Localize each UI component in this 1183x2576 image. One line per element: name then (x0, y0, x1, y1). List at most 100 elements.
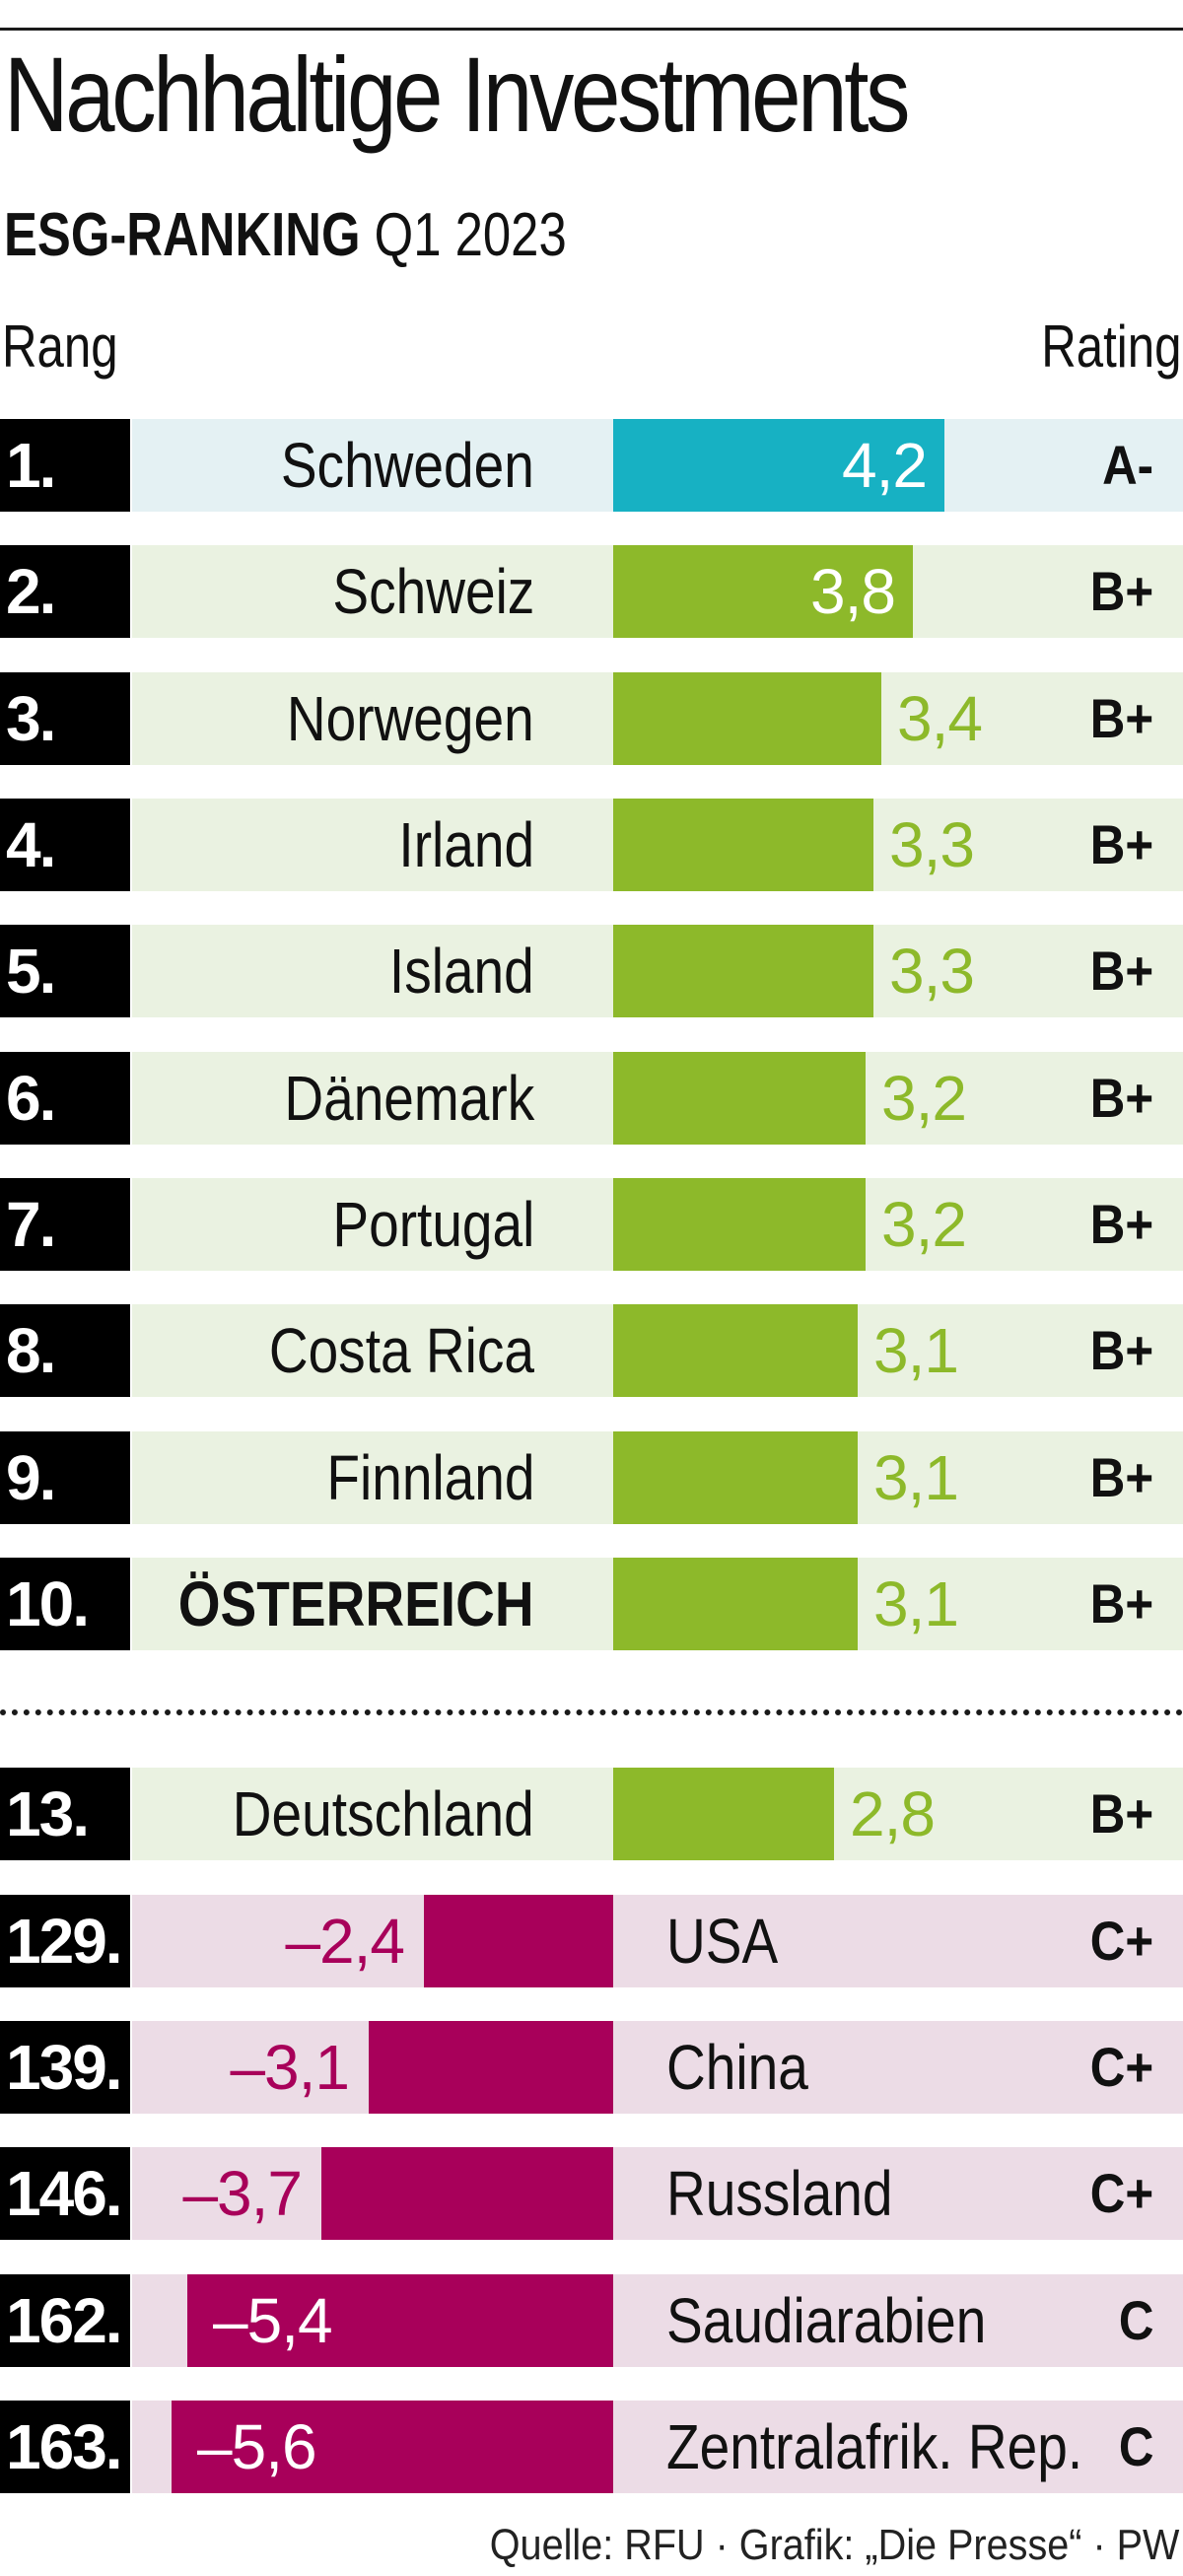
value-label: 3,2 (881, 1189, 967, 1260)
subtitle-period: Q1 2023 (374, 201, 567, 269)
country-label: Schweiz (332, 556, 534, 627)
rating-label: B+ (1089, 940, 1153, 1002)
value-label: –3,7 (182, 2158, 303, 2229)
value-label: 3,1 (873, 1568, 959, 1639)
row-background (132, 2147, 1183, 2240)
rating-label: B+ (1089, 687, 1153, 749)
bar (613, 799, 873, 891)
rank-label: 6. (0, 1052, 130, 1145)
source-note: Quelle: RFU · Grafik: „Die Presse“ · PW (489, 2521, 1179, 2569)
country-label: Portugal (331, 1189, 534, 1260)
rating-label: C+ (1089, 2036, 1153, 2098)
value-label: 2,8 (850, 1778, 936, 1849)
row-background (132, 1895, 1183, 1987)
rank-label: 9. (0, 1431, 130, 1524)
rating-label: C (1118, 2289, 1153, 2351)
bar (321, 2147, 613, 2240)
value-label: –5,4 (213, 2285, 333, 2356)
bar (613, 672, 881, 765)
bar (613, 1052, 866, 1145)
value-label: –5,6 (197, 2411, 317, 2482)
country-label: USA (666, 1906, 779, 1977)
rank-label: 7. (0, 1178, 130, 1271)
value-label: 3,4 (897, 683, 983, 754)
bar (187, 2274, 613, 2367)
subtitle-esg-ranking: ESG-RANKING (4, 201, 361, 269)
table-row: 10. ÖSTERREICH 3,1 B+ (0, 1558, 1183, 1650)
country-label: Russland (666, 2158, 893, 2229)
value-label: 3,3 (889, 809, 975, 880)
bar (613, 545, 913, 638)
table-row: 3. Norwegen 3,4 B+ (0, 672, 1183, 765)
table-row: 139. China –3,1 C+ (0, 2021, 1183, 2114)
chart-subtitle: ESG-RANKING Q1 2023 (4, 205, 567, 266)
rank-label: 2. (0, 545, 130, 638)
rating-label: B+ (1089, 1193, 1153, 1255)
table-row: 9. Finnland 3,1 B+ (0, 1431, 1183, 1524)
rating-label: A- (1101, 434, 1153, 496)
column-header-rating: Rating (1040, 313, 1181, 380)
table-row: 2. Schweiz 3,8 B+ (0, 545, 1183, 638)
rating-label: B+ (1089, 1446, 1153, 1508)
table-row: 5. Island 3,3 B+ (0, 925, 1183, 1017)
table-row: 7. Portugal 3,2 B+ (0, 1178, 1183, 1271)
table-row: 8. Costa Rica 3,1 B+ (0, 1304, 1183, 1397)
bar (613, 1178, 866, 1271)
table-row: 6. Dänemark 3,2 B+ (0, 1052, 1183, 1145)
table-row: 4. Irland 3,3 B+ (0, 799, 1183, 891)
country-label: Schweden (280, 430, 534, 501)
bar (424, 1895, 613, 1987)
table-row: 162. Saudiarabien –5,4 C (0, 2274, 1183, 2367)
country-label: Costa Rica (268, 1315, 534, 1386)
bar (613, 1431, 858, 1524)
rating-label: C (1118, 2415, 1153, 2477)
rating-label: B+ (1089, 560, 1153, 622)
rank-label: 5. (0, 925, 130, 1017)
value-label: 3,1 (873, 1315, 959, 1386)
country-label: Island (389, 936, 534, 1007)
value-label: –2,4 (285, 1906, 405, 1977)
country-label: ÖSTERREICH (178, 1568, 534, 1639)
rating-label: C+ (1089, 1910, 1153, 1972)
country-label: China (666, 2032, 808, 2103)
country-label: Deutschland (233, 1778, 534, 1849)
table-row: 129. USA –2,4 C+ (0, 1895, 1183, 1987)
rating-label: B+ (1089, 1782, 1153, 1845)
dotted-divider (0, 1709, 1183, 1715)
top-rule (0, 28, 1183, 31)
table-row: 1. Schweden 4,2 A- (0, 419, 1183, 512)
rank-label: 139. (0, 2021, 130, 2114)
rank-label: 163. (0, 2401, 130, 2493)
rank-label: 146. (0, 2147, 130, 2240)
value-label: 3,3 (889, 936, 975, 1007)
bar (613, 1768, 834, 1860)
bar (613, 1304, 858, 1397)
chart-title: Nachhaltige Investments (4, 35, 910, 154)
bar (613, 925, 873, 1017)
bar (369, 2021, 613, 2114)
country-label: Saudiarabien (666, 2285, 987, 2356)
value-label: –3,1 (230, 2032, 350, 2103)
rank-label: 13. (0, 1768, 130, 1860)
value-label: 4,2 (842, 430, 928, 501)
rank-label: 129. (0, 1895, 130, 1987)
rank-label: 1. (0, 419, 130, 512)
value-label: 3,1 (873, 1442, 959, 1513)
bar (613, 419, 944, 512)
value-label: 3,8 (810, 556, 896, 627)
country-label: Irland (398, 809, 534, 880)
table-row: 163. Zentralafrik. Rep. –5,6 C (0, 2401, 1183, 2493)
rating-label: C+ (1089, 2162, 1153, 2224)
table-row: 13. Deutschland 2,8 B+ (0, 1768, 1183, 1860)
rating-label: B+ (1089, 1572, 1153, 1635)
rating-label: B+ (1089, 1319, 1153, 1381)
rating-label: B+ (1089, 813, 1153, 875)
rank-label: 3. (0, 672, 130, 765)
country-label: Dänemark (284, 1063, 534, 1134)
rank-label: 10. (0, 1558, 130, 1650)
table-row: 146. Russland –3,7 C+ (0, 2147, 1183, 2240)
country-label: Finnland (325, 1442, 534, 1513)
rating-label: B+ (1089, 1067, 1153, 1129)
bar (172, 2401, 613, 2493)
value-label: 3,2 (881, 1063, 967, 1134)
